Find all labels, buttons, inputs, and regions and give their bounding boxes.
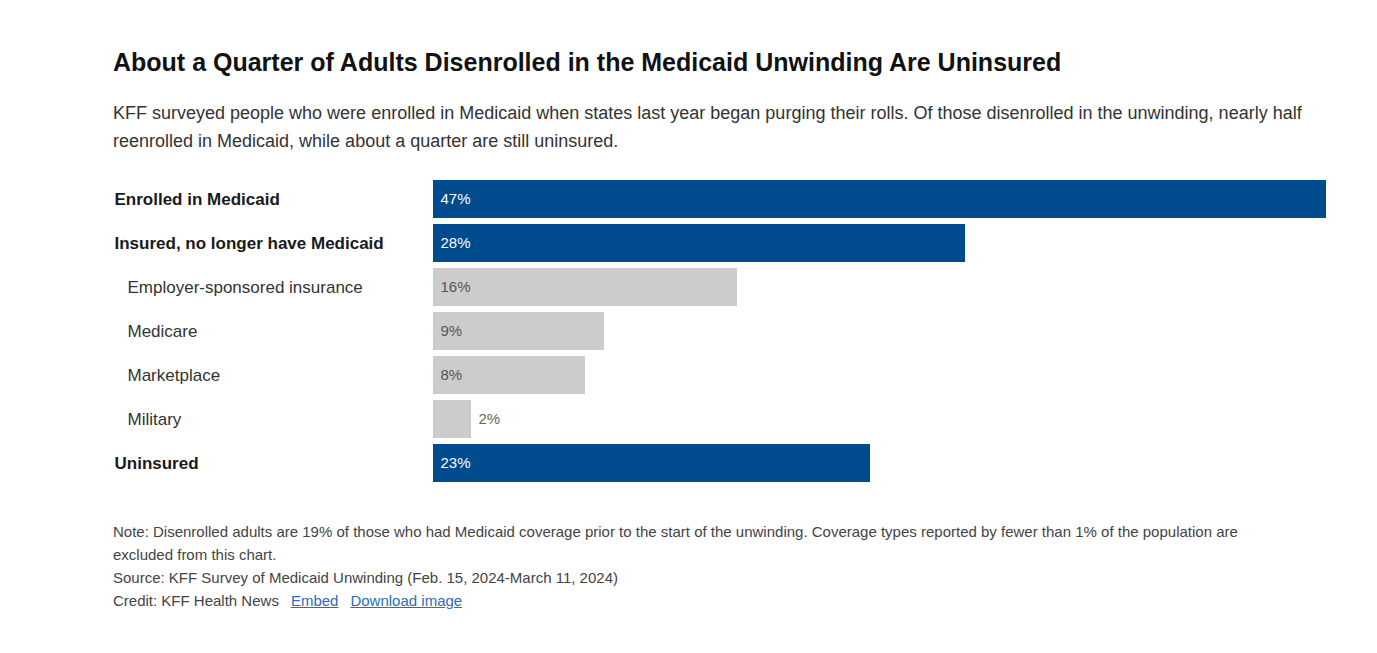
html-text:Note: Disenrolled adults are 1: Note: Disenrolled adults are 19% of thos… [113,523,1238,563]
svg-text:Employer-sponsored insurance: Employer-sponsored insurance [128,278,363,297]
html-text:KFF surveyed people who were e: KFF surveyed people who were enrolled in… [113,103,1302,151]
svg-text:47%: 47% [441,190,471,207]
svg-text:28%: 28% [441,234,471,251]
svg-text:Medicare: Medicare [128,322,198,341]
svg-text:Insured, no longer have Medica: Insured, no longer have Medicaid [115,234,384,253]
svg-text:8%: 8% [441,366,463,383]
html-text:Source: KFF Survey of Medicaid: Source: KFF Survey of Medicaid Unwinding… [113,569,618,586]
html-text:Credit: KFF Health News: Credit: KFF Health News [113,592,279,609]
svg-text:Marketplace: Marketplace [128,366,221,385]
html-text:Embed: Embed [290,592,339,609]
svg-text:16%: 16% [441,278,471,295]
svg-text:2%: 2% [479,410,501,427]
html-text:About a Quarter of Adults Dise: About a Quarter of Adults Disenrolled in… [113,48,1062,76]
html-text:Download image: Download image [350,592,463,609]
svg-text:Uninsured: Uninsured [115,454,199,473]
svg-text:9%: 9% [441,322,463,339]
svg-text:Enrolled in Medicaid: Enrolled in Medicaid [115,190,280,209]
svg-text:Military: Military [128,410,182,429]
svg-text:23%: 23% [441,454,471,471]
